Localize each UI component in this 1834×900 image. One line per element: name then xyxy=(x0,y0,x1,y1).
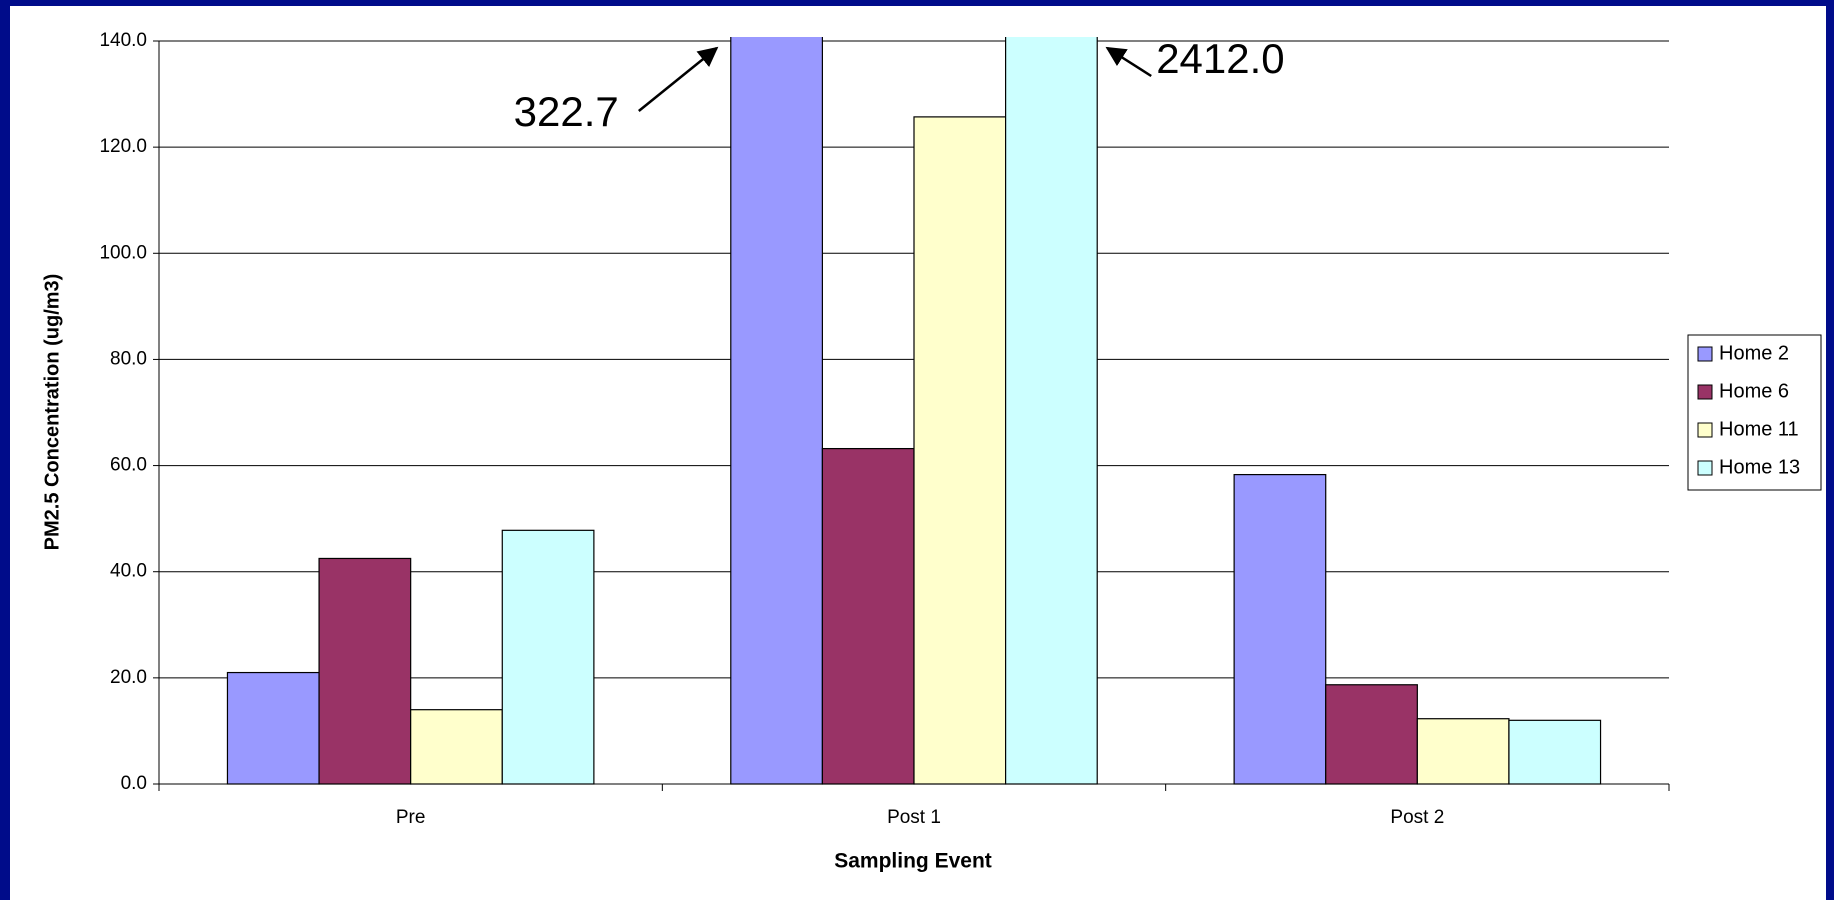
legend-swatch xyxy=(1697,384,1713,400)
bar xyxy=(1416,718,1510,785)
y-tick-label: 140.0 xyxy=(99,30,147,51)
bar xyxy=(1325,684,1418,785)
bar xyxy=(318,557,412,785)
legend-label: Home 13 xyxy=(1719,456,1800,478)
bar xyxy=(913,116,1007,785)
bar xyxy=(1005,37,1098,785)
x-axis-title: Sampling Event xyxy=(834,850,992,873)
bar xyxy=(730,37,823,785)
legend-swatch xyxy=(1697,422,1713,438)
x-tick-label: Pre xyxy=(396,807,426,828)
y-tick-label: 40.0 xyxy=(110,561,147,582)
bar xyxy=(1508,719,1602,785)
y-tick-label: 100.0 xyxy=(99,242,147,263)
legend-swatch xyxy=(1697,460,1713,476)
bar xyxy=(1233,473,1327,785)
y-tick-label: 20.0 xyxy=(110,667,147,688)
legend-label: Home 11 xyxy=(1719,418,1799,440)
x-tick-label: Post 2 xyxy=(1390,807,1444,828)
y-tick-label: 80.0 xyxy=(110,348,147,369)
legend-label: Home 6 xyxy=(1719,380,1789,402)
y-tick-label: 60.0 xyxy=(110,455,147,476)
value-label: 322.7 xyxy=(514,88,619,135)
annotation-arrow xyxy=(1105,46,1152,78)
y-tick-label: 0.0 xyxy=(121,773,147,794)
y-tick-label: 120.0 xyxy=(99,136,147,157)
legend-swatch xyxy=(1697,346,1713,362)
bar xyxy=(821,447,915,785)
plot-bars xyxy=(226,37,1602,785)
bar xyxy=(410,709,503,785)
annotation-arrow xyxy=(638,46,719,112)
legend-label: Home 2 xyxy=(1719,342,1789,364)
value-label: 2412.0 xyxy=(1156,35,1284,82)
bar xyxy=(226,671,320,785)
bar xyxy=(501,529,595,785)
x-tick-label: Post 1 xyxy=(887,807,941,828)
y-axis-title: PM2.5 Concentration (ug/m3) xyxy=(41,274,63,551)
